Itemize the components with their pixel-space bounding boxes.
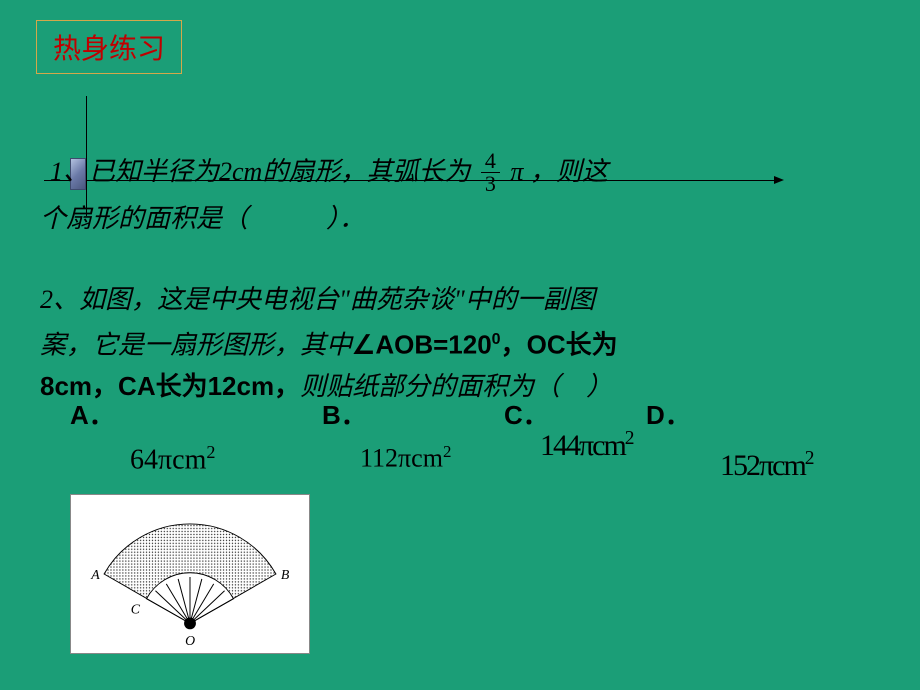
formula-b: 112πcm2 — [360, 442, 451, 474]
fan-label-c: C — [131, 602, 141, 617]
q2-angle: ∠AOB=120 — [352, 330, 492, 360]
option-c-label: C． — [504, 395, 549, 432]
title-box: 热身练习 — [36, 20, 182, 74]
question-2: 2、如图，这是中央电视台"曲苑杂谈"中的一副图 案，它是一扇形图形，其中∠AOB… — [40, 280, 880, 407]
formula-b-text: 112πcm — [360, 444, 443, 473]
formula-a: 64πcm2 — [130, 442, 215, 476]
option-b-label: B． — [322, 395, 367, 432]
option-d-label: D． — [646, 395, 691, 432]
fan-image: A B C O — [70, 494, 310, 654]
formula-d: 152πcm2 — [720, 448, 813, 483]
formula-d-text: 152πcm — [720, 449, 805, 482]
q2-line1: 2、如图，这是中央电视台"曲苑杂谈"中的一副图 — [40, 280, 880, 320]
formula-a-text: 64πcm — [130, 444, 206, 475]
fan-label-a: A — [90, 567, 100, 582]
q2-comma: ， — [501, 330, 527, 360]
fan-svg-icon: A B C O — [71, 495, 309, 653]
formula-c: 144πcm2 — [540, 428, 633, 463]
fraction-num: 4 — [481, 150, 500, 173]
q1-line2: 个扇形的面积是（ ）． — [40, 197, 880, 241]
formula-c-text: 144πcm — [540, 429, 625, 462]
title-text: 热身练习 — [53, 34, 165, 65]
q2-line2-pre: 案，它是一扇形图形，其中 — [40, 331, 352, 360]
fraction-icon: 4 3 — [481, 150, 500, 195]
fraction-den: 3 — [481, 173, 500, 195]
q1-part2: ，则这 — [530, 157, 608, 186]
q2-deg: 0 — [492, 331, 501, 348]
question-1: 1、已知半径为2cm的扇形，其弧长为 4 3 π ，则这 个扇形的面积是（ ）． — [40, 150, 880, 241]
pi-symbol: π — [510, 157, 523, 186]
fan-label-o: O — [185, 633, 195, 648]
option-a-label: A． — [70, 395, 115, 432]
options-row: A． B． C． D． — [60, 395, 880, 432]
q2-oc: OC长为 — [527, 330, 618, 360]
fan-label-b: B — [281, 567, 290, 582]
q1-part1: 1、已知半径为2cm的扇形，其弧长为 — [50, 157, 470, 186]
